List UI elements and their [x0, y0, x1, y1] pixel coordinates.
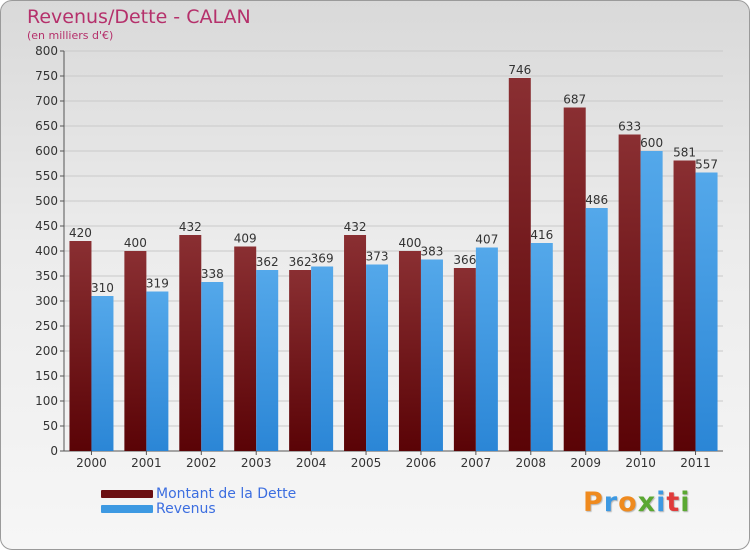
proxiti-logo: Proxiti: [583, 487, 691, 518]
bar-value-label: 687: [563, 93, 586, 107]
bar-value-label: 338: [201, 267, 224, 281]
bar-value-label: 369: [311, 252, 334, 266]
chart-subtitle: (en milliers d'€): [27, 29, 114, 42]
bar-value-label: 362: [289, 255, 312, 269]
bar-value-label: 409: [234, 232, 257, 246]
bars: [69, 78, 718, 451]
bar-value-label: 400: [124, 236, 147, 250]
bar-dette: [563, 107, 586, 451]
y-tick-label: 550: [35, 169, 58, 183]
y-tick-label: 100: [35, 394, 58, 408]
legend-label-dette: Montant de la Dette: [156, 486, 297, 502]
y-tick-label: 50: [43, 419, 58, 433]
x-tick-label: 2004: [296, 456, 327, 470]
y-tick-label: 300: [35, 294, 58, 308]
bar-revenus: [695, 172, 718, 451]
y-tick-label: 450: [35, 219, 58, 233]
bar-dette: [398, 251, 421, 451]
x-tick-label: 2006: [406, 456, 437, 470]
x-tick-label: 2005: [351, 456, 382, 470]
y-tick-label: 0: [50, 444, 58, 458]
x-tick-label: 2000: [76, 456, 107, 470]
axes: 0 50 100 150 200 250 300 350 400 450 500 550 600 650 7…: [35, 44, 723, 470]
bar-value-label: 310: [91, 281, 114, 295]
bar-dette: [289, 270, 312, 451]
chart-title: Revenus/Dette - CALAN: [27, 6, 251, 28]
y-tick-label: 400: [35, 244, 58, 258]
x-tick-label: 2009: [570, 456, 601, 470]
bar-value-label: 416: [530, 228, 553, 242]
y-tick-label: 800: [35, 44, 58, 58]
bar-value-label: 432: [344, 220, 367, 234]
bar-value-label: 557: [695, 158, 718, 172]
bar-value-label: 319: [146, 277, 169, 291]
y-tick-label: 500: [35, 194, 58, 208]
bar-revenus: [146, 291, 169, 451]
bar-revenus: [311, 266, 334, 451]
x-tick-label: 2010: [625, 456, 656, 470]
y-tick-label: 750: [35, 69, 58, 83]
bar-revenus: [530, 243, 553, 451]
bar-dette: [618, 134, 641, 451]
bar-value-label: 486: [585, 193, 608, 207]
y-tick-label: 650: [35, 119, 58, 133]
bar-dette: [179, 235, 202, 451]
bar-revenus: [366, 264, 389, 451]
bar-dette: [234, 246, 257, 451]
y-tick-label: 350: [35, 269, 58, 283]
bar-value-label: 633: [618, 120, 641, 134]
bar-value-label: 746: [508, 63, 531, 77]
y-tick-label: 150: [35, 369, 58, 383]
bar-value-label: 407: [475, 233, 498, 247]
bar-dette: [69, 241, 92, 451]
bar-revenus: [91, 296, 114, 451]
y-tick-label: 700: [35, 94, 58, 108]
bar-value-label: 432: [179, 220, 202, 234]
x-tick-label: 2001: [131, 456, 162, 470]
bar-value-label: 383: [421, 245, 444, 259]
bar-revenus: [475, 247, 498, 451]
x-tick-label: 2008: [516, 456, 547, 470]
bar-value-label: 420: [69, 226, 92, 240]
bar-dette: [508, 78, 531, 451]
legend-swatch-dette: [101, 490, 153, 498]
bar-revenus: [420, 259, 443, 451]
bar-dette: [124, 251, 147, 451]
bar-dette: [673, 160, 696, 451]
y-tick-label: 200: [35, 344, 58, 358]
bar-revenus: [585, 208, 608, 451]
bar-value-label: 362: [256, 255, 279, 269]
legend-label-revenus: Revenus: [156, 501, 216, 517]
x-tick-label: 2011: [680, 456, 711, 470]
y-tick-label: 250: [35, 319, 58, 333]
legend-swatch-revenus: [101, 505, 153, 513]
x-tick-label: 2007: [461, 456, 492, 470]
bar-value-label: 400: [399, 236, 422, 250]
bar-dette: [344, 235, 367, 451]
bar-revenus: [256, 270, 279, 451]
grid-lines: [64, 50, 723, 452]
x-tick-label: 2003: [241, 456, 272, 470]
bar-value-label: 366: [453, 253, 476, 267]
bar-value-label: 373: [366, 250, 389, 264]
bar-value-label: 581: [673, 146, 696, 160]
x-tick-label: 2002: [186, 456, 217, 470]
y-tick-label: 600: [35, 144, 58, 158]
bar-revenus: [640, 151, 663, 451]
bar-revenus: [201, 282, 224, 451]
bar-dette: [453, 268, 476, 451]
bar-value-label: 600: [640, 136, 663, 150]
